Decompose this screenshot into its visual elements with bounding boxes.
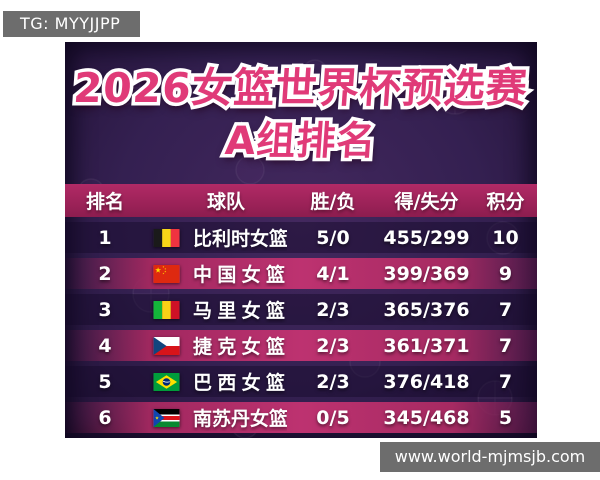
win-loss-cell: 5/0 xyxy=(316,226,350,249)
mali-flag xyxy=(153,300,180,319)
team-name: 捷克女篮 xyxy=(193,336,285,358)
tg-badge: TG: MYYJJPP xyxy=(3,11,140,37)
poster-title: 2026女篮世界杯预选赛 2026女篮世界杯预选赛 A组排名 A组排名 xyxy=(65,54,537,168)
south-sudan-flag xyxy=(153,408,180,427)
win-loss-cell: 2/3 xyxy=(316,298,350,321)
header-for-against: 得/失分 xyxy=(394,191,459,213)
for-against-cell: 376/418 xyxy=(383,370,470,393)
standings-row: 2 中国女篮 4/1 399/369 9 xyxy=(65,258,537,289)
for-against-cell: 345/468 xyxy=(383,406,470,429)
czechia-flag xyxy=(153,336,180,355)
standings-row: 1 比利时女篮 5/0 455/299 10 xyxy=(65,222,537,253)
win-loss-cell: 2/3 xyxy=(316,334,350,357)
brazil-flag xyxy=(153,372,180,391)
header-rank: 排名 xyxy=(85,191,124,213)
belgium-flag xyxy=(153,228,180,247)
team-name: 比利时女篮 xyxy=(193,228,287,250)
standings-row: 3 马里女篮 2/3 365/376 7 xyxy=(65,294,537,325)
standings-poster: 2026女篮世界杯预选赛 2026女篮世界杯预选赛 A组排名 A组排名 排名 球… xyxy=(65,42,537,438)
win-loss-cell: 0/5 xyxy=(316,406,350,429)
for-against-cell: 365/376 xyxy=(383,298,470,321)
points-cell: 5 xyxy=(498,406,513,429)
points-cell: 7 xyxy=(498,334,513,357)
rank-cell: 6 xyxy=(98,406,112,429)
table-body: 1 比利时女篮 5/0 455/299 10 2 中国女篮 4/1 399/36… xyxy=(65,222,537,433)
team-name: 马里女篮 xyxy=(193,300,285,322)
china-flag xyxy=(153,264,180,283)
standings-row: 6 南苏丹女篮 0/5 345/468 5 xyxy=(65,402,537,433)
for-against-cell: 455/299 xyxy=(383,226,470,249)
points-cell: 10 xyxy=(492,226,519,249)
for-against-cell: 361/371 xyxy=(383,334,470,357)
points-cell: 9 xyxy=(498,262,513,285)
title-line-1: 2026女篮世界杯预选赛 2026女篮世界杯预选赛 xyxy=(65,54,537,116)
header-win-loss: 胜/负 xyxy=(310,191,356,213)
rank-cell: 2 xyxy=(98,262,112,285)
team-name: 中国女篮 xyxy=(193,264,285,286)
points-cell: 7 xyxy=(498,370,513,393)
standings-row: 5 巴西女篮 2/3 376/418 7 xyxy=(65,366,537,397)
rank-cell: 3 xyxy=(98,298,112,321)
site-badge: www.world-mjmsjb.com xyxy=(380,442,600,472)
rank-cell: 1 xyxy=(98,226,112,249)
tg-badge-text: TG: MYYJJPP xyxy=(20,14,121,33)
title-line-2: A组排名 A组排名 xyxy=(65,110,537,168)
table-header-row: 排名 球队 胜/负 得/失分 积分 xyxy=(65,184,537,217)
standings-table: 排名 球队 胜/负 得/失分 积分 1 比利时女篮 5/0 455/299 10… xyxy=(65,184,537,433)
win-loss-cell: 4/1 xyxy=(316,262,350,285)
site-badge-text: www.world-mjmsjb.com xyxy=(394,447,586,466)
rank-cell: 4 xyxy=(98,334,112,357)
rank-cell: 5 xyxy=(98,370,112,393)
for-against-cell: 399/369 xyxy=(383,262,470,285)
points-cell: 7 xyxy=(498,298,513,321)
win-loss-cell: 2/3 xyxy=(316,370,350,393)
team-name: 巴西女篮 xyxy=(193,372,285,394)
title-line-1-text: 2026女篮世界杯预选赛 xyxy=(71,64,530,112)
header-points: 积分 xyxy=(486,191,525,213)
standings-row: 4 捷克女篮 2/3 361/371 7 xyxy=(65,330,537,361)
header-team: 球队 xyxy=(206,191,245,213)
title-line-2-text: A组排名 xyxy=(223,119,378,164)
team-name: 南苏丹女篮 xyxy=(193,408,287,430)
